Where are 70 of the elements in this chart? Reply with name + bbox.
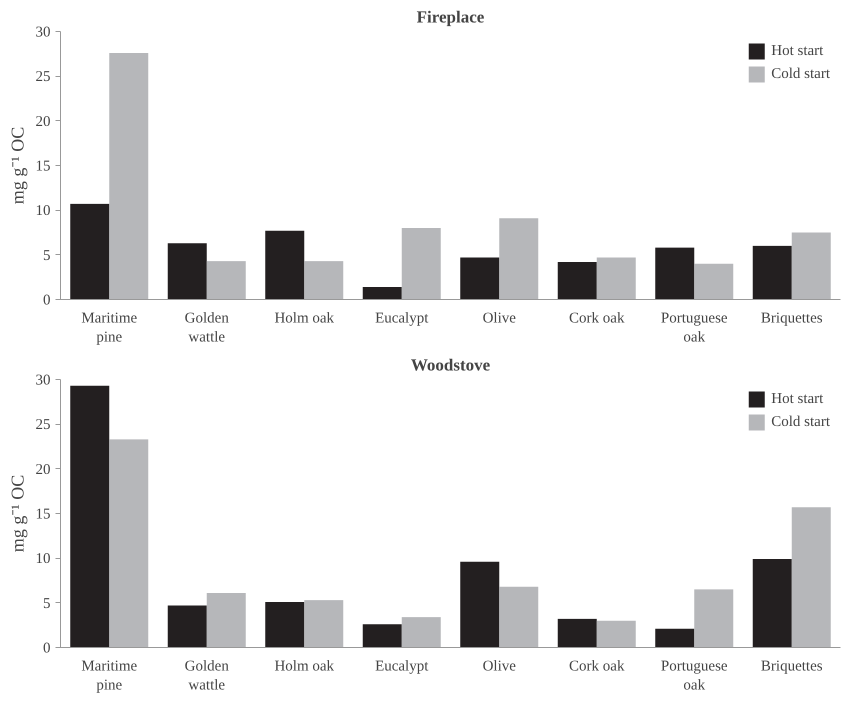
y-tick-label: 0 (43, 292, 50, 308)
bar (596, 620, 636, 648)
bar (70, 204, 110, 300)
bar (655, 248, 694, 300)
y-tick-label: 25 (36, 417, 50, 434)
y-tick-label: 30 (36, 372, 50, 388)
bar (499, 218, 538, 300)
x-tick-label: Maritime pine (81, 658, 138, 694)
bar (558, 262, 597, 300)
y-tick-label: 20 (36, 462, 50, 478)
y-tick-label: 10 (36, 551, 50, 568)
y-tick-label: 30 (36, 24, 50, 40)
x-tick-label: Olive (482, 658, 516, 674)
y-tick-label: 20 (36, 114, 50, 130)
x-tick-label: Cork oak (569, 310, 625, 326)
x-tick-label: Briquettes (760, 310, 823, 326)
bar (752, 559, 792, 648)
bar (304, 600, 344, 648)
bar (460, 258, 500, 300)
bar (109, 52, 148, 300)
x-tick-label: Briquettes (760, 658, 823, 674)
bar (304, 261, 344, 300)
bar (362, 286, 402, 300)
bar (70, 386, 110, 648)
bar (265, 230, 304, 300)
y-tick-label: 5 (43, 248, 50, 264)
bar (168, 243, 207, 300)
bar (206, 261, 246, 300)
x-tick-label: Golden wattle (184, 310, 230, 346)
x-tick-label: Cork oak (569, 658, 625, 674)
y-tick-label: 25 (36, 69, 50, 86)
x-tick-label: Holm oak (274, 310, 335, 326)
x-tick-label: Eucalypt (375, 658, 430, 674)
bar (402, 228, 441, 300)
bar (109, 439, 148, 648)
legend-label: Hot start (771, 390, 824, 408)
y-axis-title: mg g⁻¹ OC (8, 126, 28, 204)
bar (655, 628, 694, 648)
bar (168, 606, 207, 648)
y-tick-label: 0 (43, 640, 50, 656)
bar (460, 562, 500, 648)
bar (362, 624, 402, 648)
x-tick-label: Golden wattle (184, 658, 230, 694)
chart-title: Woodstove (410, 356, 491, 374)
x-tick-label: Olive (482, 310, 516, 326)
bar (792, 232, 831, 300)
x-tick-label: Maritime pine (81, 310, 138, 346)
y-tick-label: 10 (36, 203, 50, 220)
bar (792, 507, 831, 648)
legend-label: Cold start (771, 66, 830, 82)
bar (402, 617, 441, 648)
bar (265, 602, 304, 648)
chart-title: Fireplace (416, 8, 485, 26)
legend-label: Cold start (771, 414, 830, 430)
bar (596, 258, 636, 300)
y-tick-label: 5 (43, 596, 50, 612)
bar (694, 264, 734, 300)
bar (694, 589, 734, 648)
x-tick-label: Eucalypt (375, 310, 430, 326)
y-axis-title: mg g⁻¹ OC (8, 474, 28, 552)
legend-label: Hot start (771, 42, 824, 60)
x-tick-label: Portuguese oak (660, 310, 728, 346)
bar (558, 618, 597, 648)
y-tick-label: 15 (36, 506, 50, 522)
y-tick-label: 15 (36, 158, 50, 174)
bar (206, 593, 246, 648)
bar (499, 586, 538, 648)
bar (752, 246, 792, 300)
x-tick-label: Portuguese oak (660, 658, 728, 694)
x-tick-label: Holm oak (274, 658, 335, 674)
